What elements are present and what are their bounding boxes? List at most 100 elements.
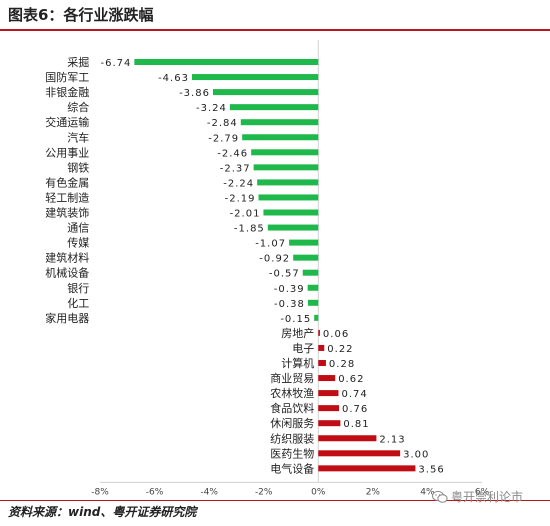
bar [318, 329, 320, 336]
bar [263, 209, 319, 216]
bar [318, 375, 336, 382]
value-label: -2.84 [207, 118, 238, 129]
category-label: 有色金属 [45, 175, 89, 189]
category-label: 建筑装饰 [45, 206, 89, 220]
value-label: -0.38 [274, 299, 305, 310]
value-label: -2.24 [223, 178, 254, 189]
x-tick-label: 2% [366, 487, 381, 497]
category-label: 钢铁 [67, 161, 89, 174]
chart-title: 图表6：各行业涨跌幅 [8, 6, 154, 24]
bar [289, 239, 319, 246]
bar [293, 254, 319, 261]
bar [318, 420, 341, 427]
category-label: 商业贸易 [270, 371, 314, 385]
x-tick-label: -6% [146, 487, 164, 497]
category-label: 建筑材料 [45, 251, 89, 265]
x-tick-label: -2% [255, 487, 273, 497]
category-label: 通信 [67, 222, 89, 235]
value-label: -2.19 [225, 193, 256, 204]
value-label: -0.15 [280, 314, 311, 325]
x-tick-label: 4% [420, 487, 435, 497]
x-tick-label: 6% [475, 487, 490, 497]
category-label: 休闲服务 [270, 416, 314, 430]
source-divider [0, 500, 550, 501]
bar [191, 74, 319, 81]
category-label: 汽车 [67, 130, 89, 144]
value-label: -1.85 [234, 224, 265, 235]
bar [318, 360, 326, 366]
category-label: 轻工制造 [45, 190, 89, 204]
bar [258, 194, 319, 201]
category-label: 综合 [67, 100, 89, 114]
bar [253, 164, 319, 171]
value-label: -0.92 [259, 254, 290, 265]
bar [318, 435, 377, 442]
bar [307, 299, 319, 306]
value-label: 0.22 [327, 344, 353, 355]
bar [212, 89, 319, 96]
x-tick-label: -4% [200, 487, 218, 497]
bar [302, 269, 319, 276]
bar [307, 284, 319, 291]
category-label: 计算机 [281, 356, 314, 370]
category-label: 房地产 [281, 326, 314, 340]
category-label: 机械设备 [45, 266, 89, 280]
category-label: 电气设备 [270, 461, 314, 475]
value-label: 0.28 [329, 359, 355, 370]
category-label: 家用电器 [45, 311, 89, 325]
category-label: 国防军工 [45, 70, 89, 84]
bar [318, 465, 416, 472]
value-label: 0.81 [343, 419, 369, 430]
bar [267, 224, 319, 231]
value-label: -4.63 [158, 73, 189, 84]
x-tick-label: -8% [91, 487, 109, 497]
value-label: -0.39 [274, 284, 305, 295]
bar [318, 344, 325, 351]
bar [318, 405, 340, 412]
source-note: 资料来源：wind、粤开证券研究院 [8, 505, 197, 519]
category-label: 传媒 [67, 237, 89, 250]
watermark: 粤开崇利论市 [432, 488, 523, 505]
bar-chart: 采掘 -6.74 国防军工 -4.63 非银金融 -3.86 综合 -3.24 交通运输 -2.8… [45, 40, 490, 497]
value-label: -1.07 [255, 239, 286, 250]
category-label: 非银金融 [45, 85, 89, 99]
value-label: 0.06 [323, 329, 349, 340]
value-label: -2.79 [208, 133, 239, 144]
title-divider [0, 29, 550, 31]
category-label: 电子 [292, 342, 314, 355]
value-label: -3.24 [196, 103, 227, 114]
value-label: -6.74 [101, 58, 132, 69]
bar [251, 149, 319, 156]
category-label: 医药生物 [270, 446, 314, 460]
category-label: 农林牧渔 [270, 386, 314, 400]
bar [242, 134, 319, 141]
bar [257, 179, 319, 186]
bar [134, 59, 319, 65]
value-label: -3.86 [179, 88, 210, 99]
bar [229, 104, 319, 111]
value-label: -2.37 [220, 163, 251, 174]
value-label: -2.01 [230, 209, 261, 220]
value-label: -2.46 [217, 148, 248, 159]
watermark-text: 粤开崇利论市 [451, 490, 524, 504]
value-label: 0.74 [341, 389, 367, 400]
category-label: 化工 [67, 296, 89, 310]
value-label: -0.57 [269, 269, 300, 280]
category-label: 银行 [67, 281, 89, 295]
category-label: 交通运输 [45, 115, 89, 129]
value-label: 0.76 [342, 404, 368, 415]
category-label: 食品饮料 [270, 401, 314, 415]
value-label: 3.56 [418, 464, 444, 475]
bar [314, 314, 319, 321]
bar [318, 390, 339, 397]
category-label: 采掘 [67, 55, 89, 69]
value-label: 2.13 [379, 434, 405, 445]
value-label: 0.62 [338, 374, 364, 385]
value-label: 3.00 [403, 449, 429, 460]
wechat-icon [432, 490, 448, 504]
bar [318, 450, 401, 457]
category-label: 公用事业 [45, 146, 89, 159]
bar [240, 119, 319, 126]
x-tick-label: 0% [311, 487, 326, 497]
category-label: 纺织服装 [270, 431, 314, 445]
